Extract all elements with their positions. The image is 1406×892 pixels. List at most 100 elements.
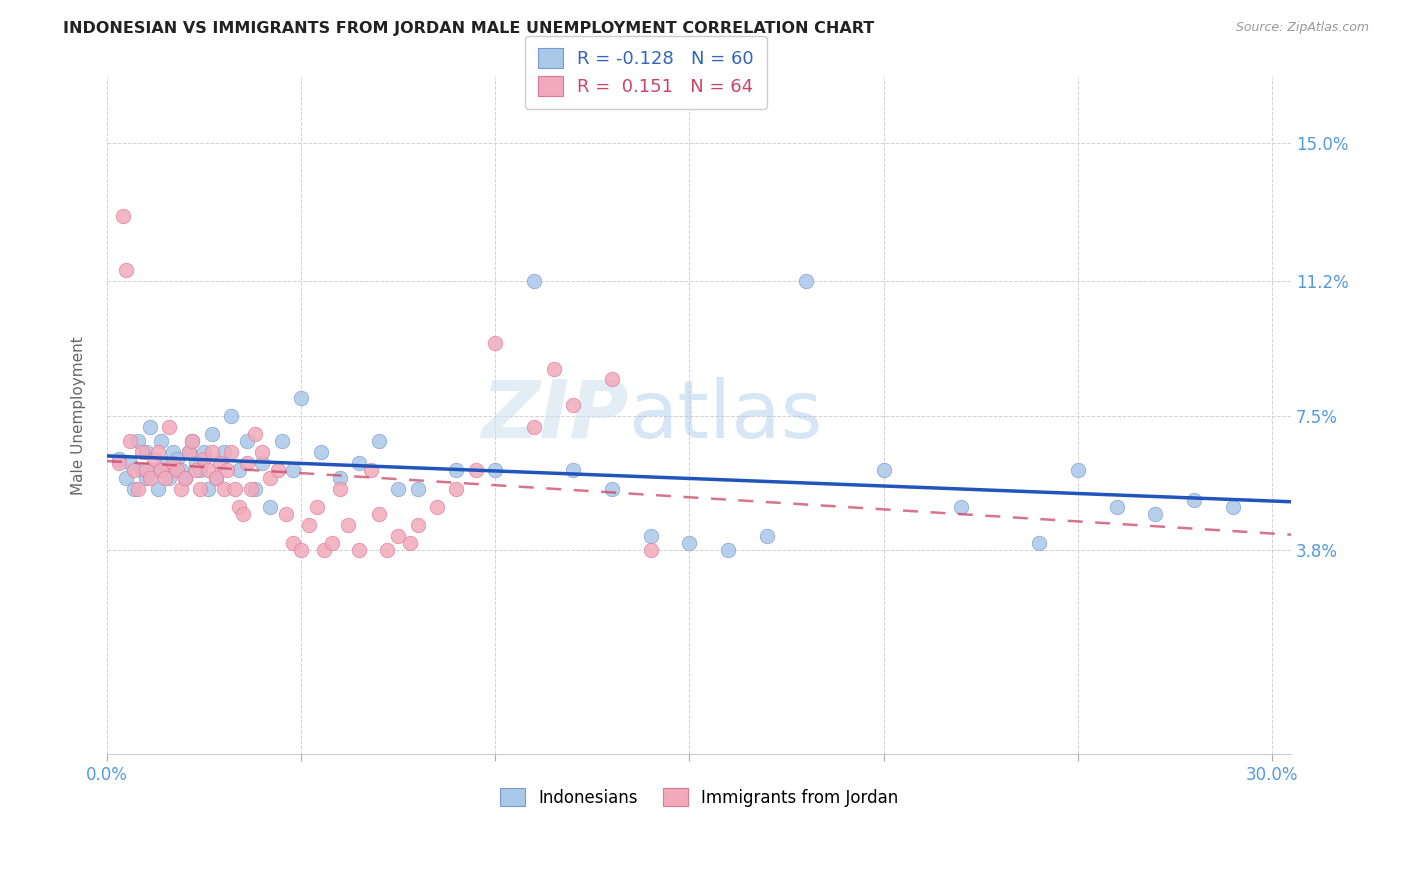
Point: [204, 471, 226, 485]
Text: INDONESIAN VS IMMIGRANTS FROM JORDAN MALE UNEMPLOYMENT CORRELATION CHART: INDONESIAN VS IMMIGRANTS FROM JORDAN MAL…: [63, 21, 875, 37]
Point: [146, 482, 169, 496]
Point: [107, 452, 129, 467]
Point: [186, 463, 208, 477]
Point: [221, 409, 243, 423]
Point: [122, 463, 145, 477]
Point: [1028, 536, 1050, 550]
Point: [228, 463, 250, 477]
Point: [166, 463, 188, 477]
Point: [290, 391, 312, 405]
Point: [950, 500, 973, 514]
Point: [290, 543, 312, 558]
Point: [523, 274, 546, 288]
Point: [756, 529, 779, 543]
Point: [321, 536, 343, 550]
Point: [336, 518, 359, 533]
Point: [252, 445, 274, 459]
Point: [349, 456, 371, 470]
Point: [131, 445, 153, 459]
Point: [142, 452, 165, 467]
Point: [120, 434, 142, 449]
Point: [406, 482, 429, 496]
Point: [122, 482, 145, 496]
Point: [259, 471, 281, 485]
Point: [678, 536, 700, 550]
Point: [157, 419, 180, 434]
Point: [197, 482, 219, 496]
Point: [212, 445, 235, 459]
Point: [150, 463, 173, 477]
Point: [239, 482, 262, 496]
Point: [464, 463, 486, 477]
Point: [115, 263, 138, 277]
Point: [135, 463, 157, 477]
Point: [640, 529, 662, 543]
Point: [236, 456, 259, 470]
Point: [329, 482, 352, 496]
Point: [367, 434, 389, 449]
Point: [523, 419, 546, 434]
Point: [181, 434, 204, 449]
Text: ZIP: ZIP: [481, 376, 628, 455]
Text: atlas: atlas: [628, 376, 823, 455]
Point: [243, 482, 266, 496]
Point: [201, 427, 224, 442]
Point: [166, 452, 188, 467]
Point: [186, 456, 208, 470]
Point: [217, 463, 239, 477]
Point: [367, 507, 389, 521]
Point: [173, 471, 195, 485]
Point: [1182, 492, 1205, 507]
Point: [1066, 463, 1088, 477]
Point: [387, 482, 409, 496]
Point: [177, 445, 200, 459]
Point: [236, 434, 259, 449]
Point: [157, 471, 180, 485]
Point: [232, 507, 254, 521]
Point: [193, 445, 215, 459]
Point: [173, 471, 195, 485]
Point: [135, 445, 157, 459]
Point: [309, 445, 332, 459]
Point: [484, 336, 506, 351]
Point: [274, 507, 297, 521]
Point: [142, 463, 165, 477]
Point: [562, 398, 585, 412]
Point: [188, 482, 211, 496]
Point: [162, 445, 184, 459]
Point: [349, 543, 371, 558]
Text: Source: ZipAtlas.com: Source: ZipAtlas.com: [1236, 21, 1369, 35]
Point: [135, 471, 157, 485]
Point: [267, 463, 290, 477]
Point: [139, 419, 162, 434]
Point: [329, 471, 352, 485]
Point: [162, 456, 184, 470]
Point: [115, 471, 138, 485]
Point: [1105, 500, 1128, 514]
Point: [426, 500, 449, 514]
Point: [640, 543, 662, 558]
Point: [259, 500, 281, 514]
Point: [399, 536, 422, 550]
Point: [717, 543, 740, 558]
Point: [221, 445, 243, 459]
Point: [252, 456, 274, 470]
Point: [139, 471, 162, 485]
Point: [1222, 500, 1244, 514]
Point: [314, 543, 336, 558]
Point: [107, 456, 129, 470]
Point: [181, 434, 204, 449]
Point: [127, 434, 149, 449]
Point: [127, 482, 149, 496]
Point: [208, 456, 231, 470]
Point: [543, 361, 565, 376]
Point: [188, 463, 211, 477]
Y-axis label: Male Unemployment: Male Unemployment: [72, 336, 86, 495]
Point: [111, 209, 134, 223]
Point: [201, 445, 224, 459]
Point: [193, 452, 215, 467]
Point: [170, 463, 193, 477]
Point: [224, 482, 246, 496]
Point: [1144, 507, 1167, 521]
Point: [600, 482, 623, 496]
